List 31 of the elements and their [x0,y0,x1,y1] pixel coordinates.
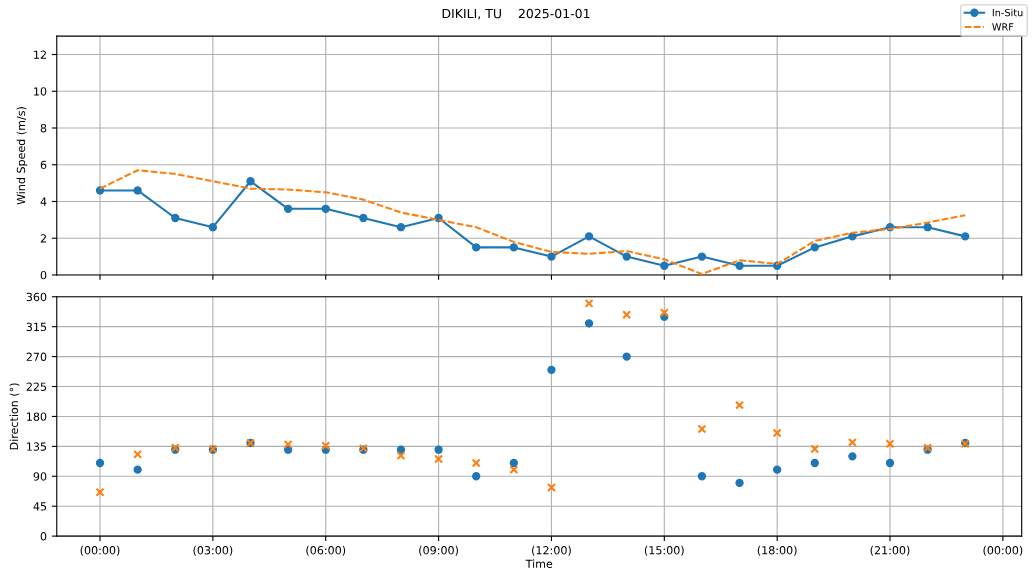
y-tick-label: 45 [33,502,47,511]
y-tick-label: 270 [26,352,47,361]
y-tick-label: 4 [40,197,47,206]
y-tick-label: 135 [27,442,47,451]
y-axis-title: Direction (°) [9,383,20,450]
y-tick-label: 0 [40,532,47,541]
y-tick-label: 180 [27,412,47,421]
y-tick-label: 10 [34,87,47,96]
y-tick-label: 6 [40,160,47,170]
x-tick-label: (00:00) [983,545,1023,556]
x-axis-title: Time [525,559,553,568]
y-tick-label: 0 [40,270,47,280]
x-tick-label: (21:00) [870,545,910,556]
x-tick-label: (12:00) [532,545,571,556]
x-tick-label: (18:00) [757,545,797,556]
y-tick-label: 315 [26,322,47,332]
x-tick-label: (09:00) [419,545,458,556]
x-tick-label: (00:00) [80,545,120,556]
y-axis-title: Wind Speed (m/s) [16,107,28,205]
chart-title: DIKILI, TU 2025-01-01 [442,8,590,20]
y-tick-label: 12 [34,50,46,59]
x-tick-label: (03:00) [193,545,233,556]
y-tick-label: 360 [26,292,47,302]
y-tick-label: 225 [26,382,47,391]
legend-label: WRF [992,23,1014,31]
y-tick-label: 8 [40,123,47,133]
y-tick-label: 2 [40,234,46,243]
x-tick-label: (15:00) [644,545,684,556]
legend-label: In-Situ [992,8,1023,17]
x-tick-label: (06:00) [306,545,346,556]
y-tick-label: 90 [33,472,47,481]
